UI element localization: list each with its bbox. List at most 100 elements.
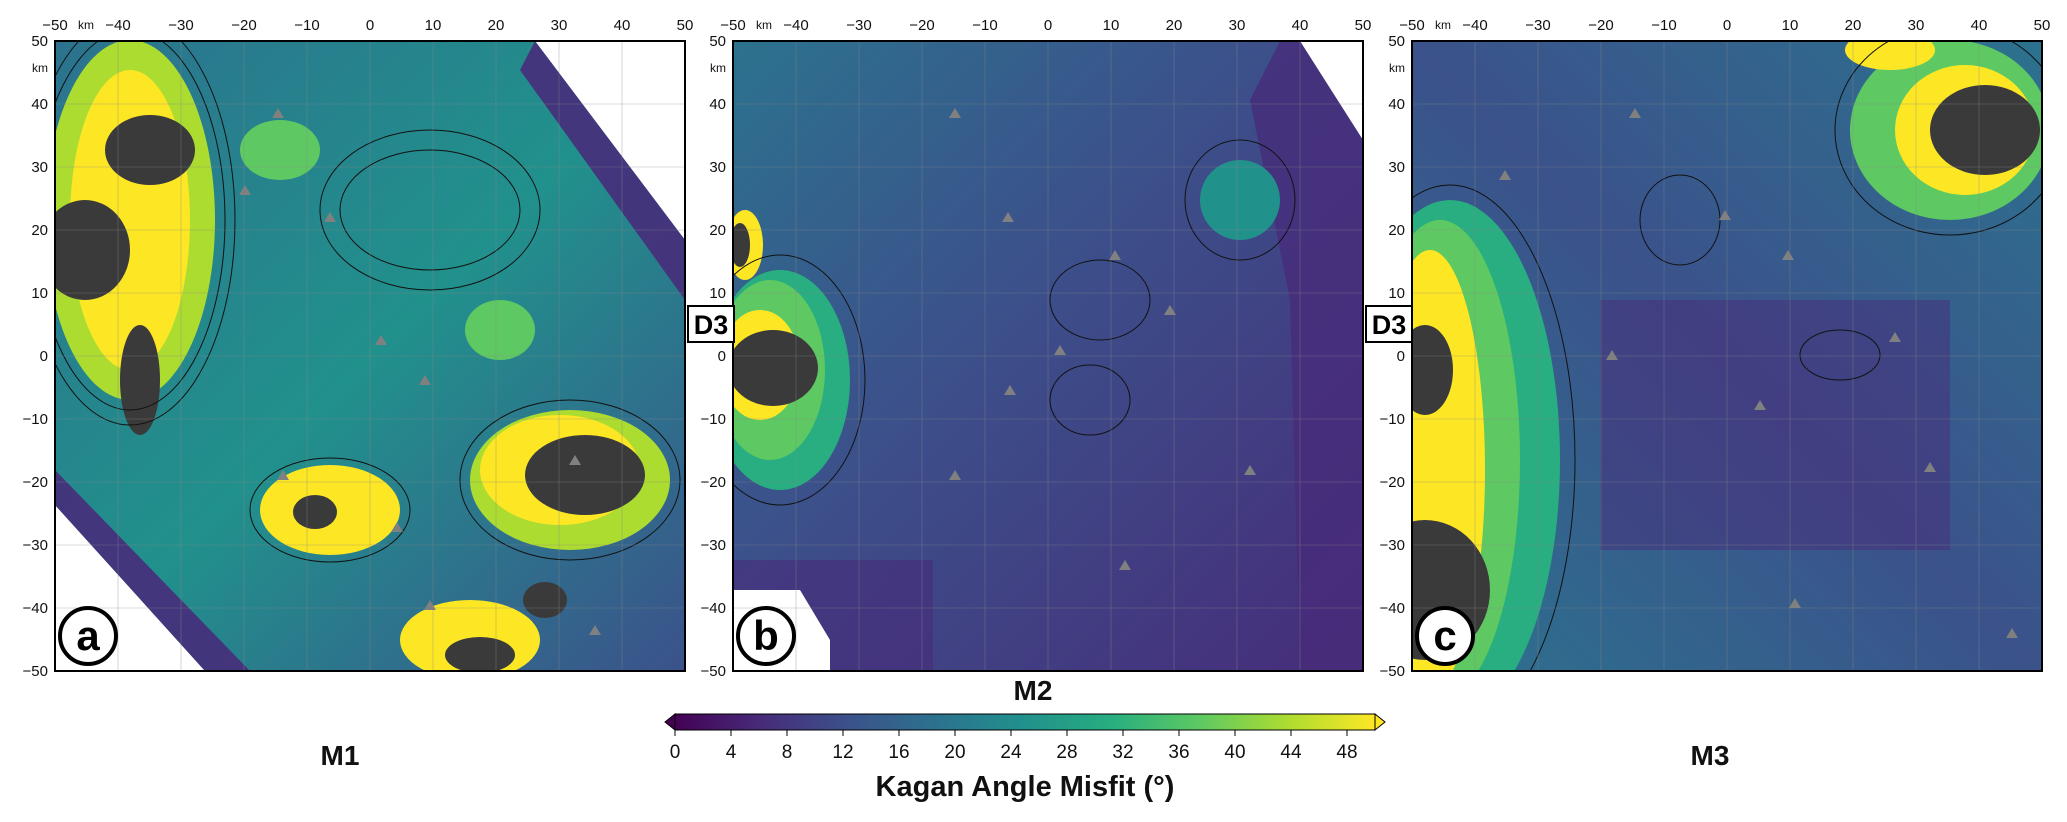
colorbar-tick-label: 40 [1224, 742, 1245, 763]
colorbar-tick-label: 44 [1280, 742, 1302, 763]
station-marker [2006, 628, 2018, 638]
panel-c-model-label: M3 [1691, 740, 1730, 771]
panel-b-map [733, 41, 1363, 671]
station-marker [419, 375, 431, 385]
panel-a-badge: a [58, 606, 118, 666]
panel-a-model-label: M1 [321, 740, 360, 771]
station-marker [1499, 170, 1511, 180]
y-tick: 0 [718, 348, 726, 365]
station-marker [239, 185, 251, 195]
station-marker [1719, 210, 1731, 220]
station-marker [1789, 598, 1801, 608]
svg-text:b: b [753, 612, 779, 659]
colorbar-tick-label: 0 [670, 742, 681, 763]
y-tick: 30 [31, 159, 48, 176]
x-unit: km [756, 18, 772, 32]
station-marker [1119, 560, 1131, 570]
panel-c-d3-label: D3 [1365, 305, 1413, 343]
colorbar-title: Kagan Angle Misfit (°) [876, 771, 1175, 803]
x-tick: −40 [105, 17, 130, 34]
y-tick: 50 [1388, 33, 1405, 50]
station-marker [1782, 250, 1794, 260]
y-tick: −50 [701, 663, 726, 680]
panel-a-frame [54, 40, 686, 672]
x-tick: 40 [1292, 17, 1309, 34]
x-tick: 30 [551, 17, 568, 34]
x-tick: 10 [1103, 17, 1120, 34]
y-tick: −50 [23, 663, 48, 680]
x-tick: 10 [1782, 17, 1799, 34]
panel-c-badge: c [1415, 606, 1475, 666]
y-tick: 20 [709, 222, 726, 239]
y-tick: −30 [1380, 537, 1405, 554]
y-unit: km [710, 61, 726, 75]
x-tick: −10 [1651, 17, 1676, 34]
panel-a-y-ticks: 50 km 40 30 20 10 0 −10 −20 −30 −40 −50 [23, 33, 48, 680]
station-marker [277, 470, 289, 480]
station-marker [424, 600, 436, 610]
y-tick: 30 [1388, 159, 1405, 176]
panel-b-model-label: M2 [1014, 675, 1053, 706]
x-tick: −10 [294, 17, 319, 34]
x-tick: 20 [1845, 17, 1862, 34]
x-tick: 10 [425, 17, 442, 34]
y-tick: −40 [1380, 600, 1405, 617]
station-marker [949, 470, 961, 480]
station-marker [375, 335, 387, 345]
x-tick: 0 [1723, 17, 1731, 34]
svg-text:D3: D3 [694, 310, 729, 340]
y-tick: −20 [23, 474, 48, 491]
x-tick: −40 [1462, 17, 1487, 34]
x-tick: 20 [488, 17, 505, 34]
x-tick: −20 [1588, 17, 1613, 34]
y-tick: 0 [1397, 348, 1405, 365]
station-marker [1244, 465, 1256, 475]
station-marker [1629, 108, 1641, 118]
y-tick: 40 [709, 96, 726, 113]
station-marker [949, 108, 961, 118]
x-tick: −40 [783, 17, 808, 34]
x-tick: 0 [1044, 17, 1052, 34]
station-marker [569, 455, 581, 465]
x-tick: 20 [1166, 17, 1183, 34]
station-marker [1924, 462, 1936, 472]
panel-a: −50 km −40 −30 −20 −10 0 10 20 30 40 50 … [23, 17, 694, 771]
panel-b-no-coverage [1300, 41, 1363, 140]
x-tick: −20 [909, 17, 934, 34]
x-tick: 40 [1971, 17, 1988, 34]
x-tick: 30 [1229, 17, 1246, 34]
colorbar-tick-label: 24 [1000, 742, 1022, 763]
y-tick: 10 [709, 285, 726, 302]
panel-b-y-ticks: 50 km 40 30 20 10 0 −10 −20 −30 −40 −50 [701, 33, 726, 680]
station-marker [1054, 345, 1066, 355]
panel-c: −50 km −40 −30 −20 −10 0 10 20 30 40 50 … [1365, 17, 2050, 771]
y-unit: km [1389, 61, 1405, 75]
panel-b-frame [732, 40, 1364, 672]
y-tick: 30 [709, 159, 726, 176]
station-marker [1002, 212, 1014, 222]
x-tick: −20 [231, 17, 256, 34]
x-tick: −50 [42, 17, 67, 34]
y-tick: −10 [701, 411, 726, 428]
colorbar-tick-label: 32 [1112, 742, 1133, 763]
station-marker [272, 108, 284, 118]
station-marker [1164, 305, 1176, 315]
y-tick: 50 [709, 33, 726, 50]
panel-c-x-ticks: −50 km −40 −30 −20 −10 0 10 20 30 40 50 [1399, 17, 2050, 34]
y-tick: −40 [23, 600, 48, 617]
svg-text:c: c [1433, 612, 1456, 659]
x-tick: −30 [846, 17, 871, 34]
station-marker [1754, 400, 1766, 410]
y-tick: −10 [23, 411, 48, 428]
colorbar-high-arrow [1374, 712, 1386, 732]
x-tick: 50 [677, 17, 694, 34]
svg-text:D3: D3 [1372, 310, 1407, 340]
panel-a-x-ticks: −50 km −40 −30 −20 −10 0 10 20 30 40 50 [42, 17, 693, 34]
x-tick: 50 [1355, 17, 1372, 34]
y-tick: −20 [701, 474, 726, 491]
panel-b-d3-label: D3 [687, 305, 735, 343]
x-tick: 40 [614, 17, 631, 34]
y-tick: 20 [31, 222, 48, 239]
y-tick: 50 [31, 33, 48, 50]
x-unit: km [78, 18, 94, 32]
